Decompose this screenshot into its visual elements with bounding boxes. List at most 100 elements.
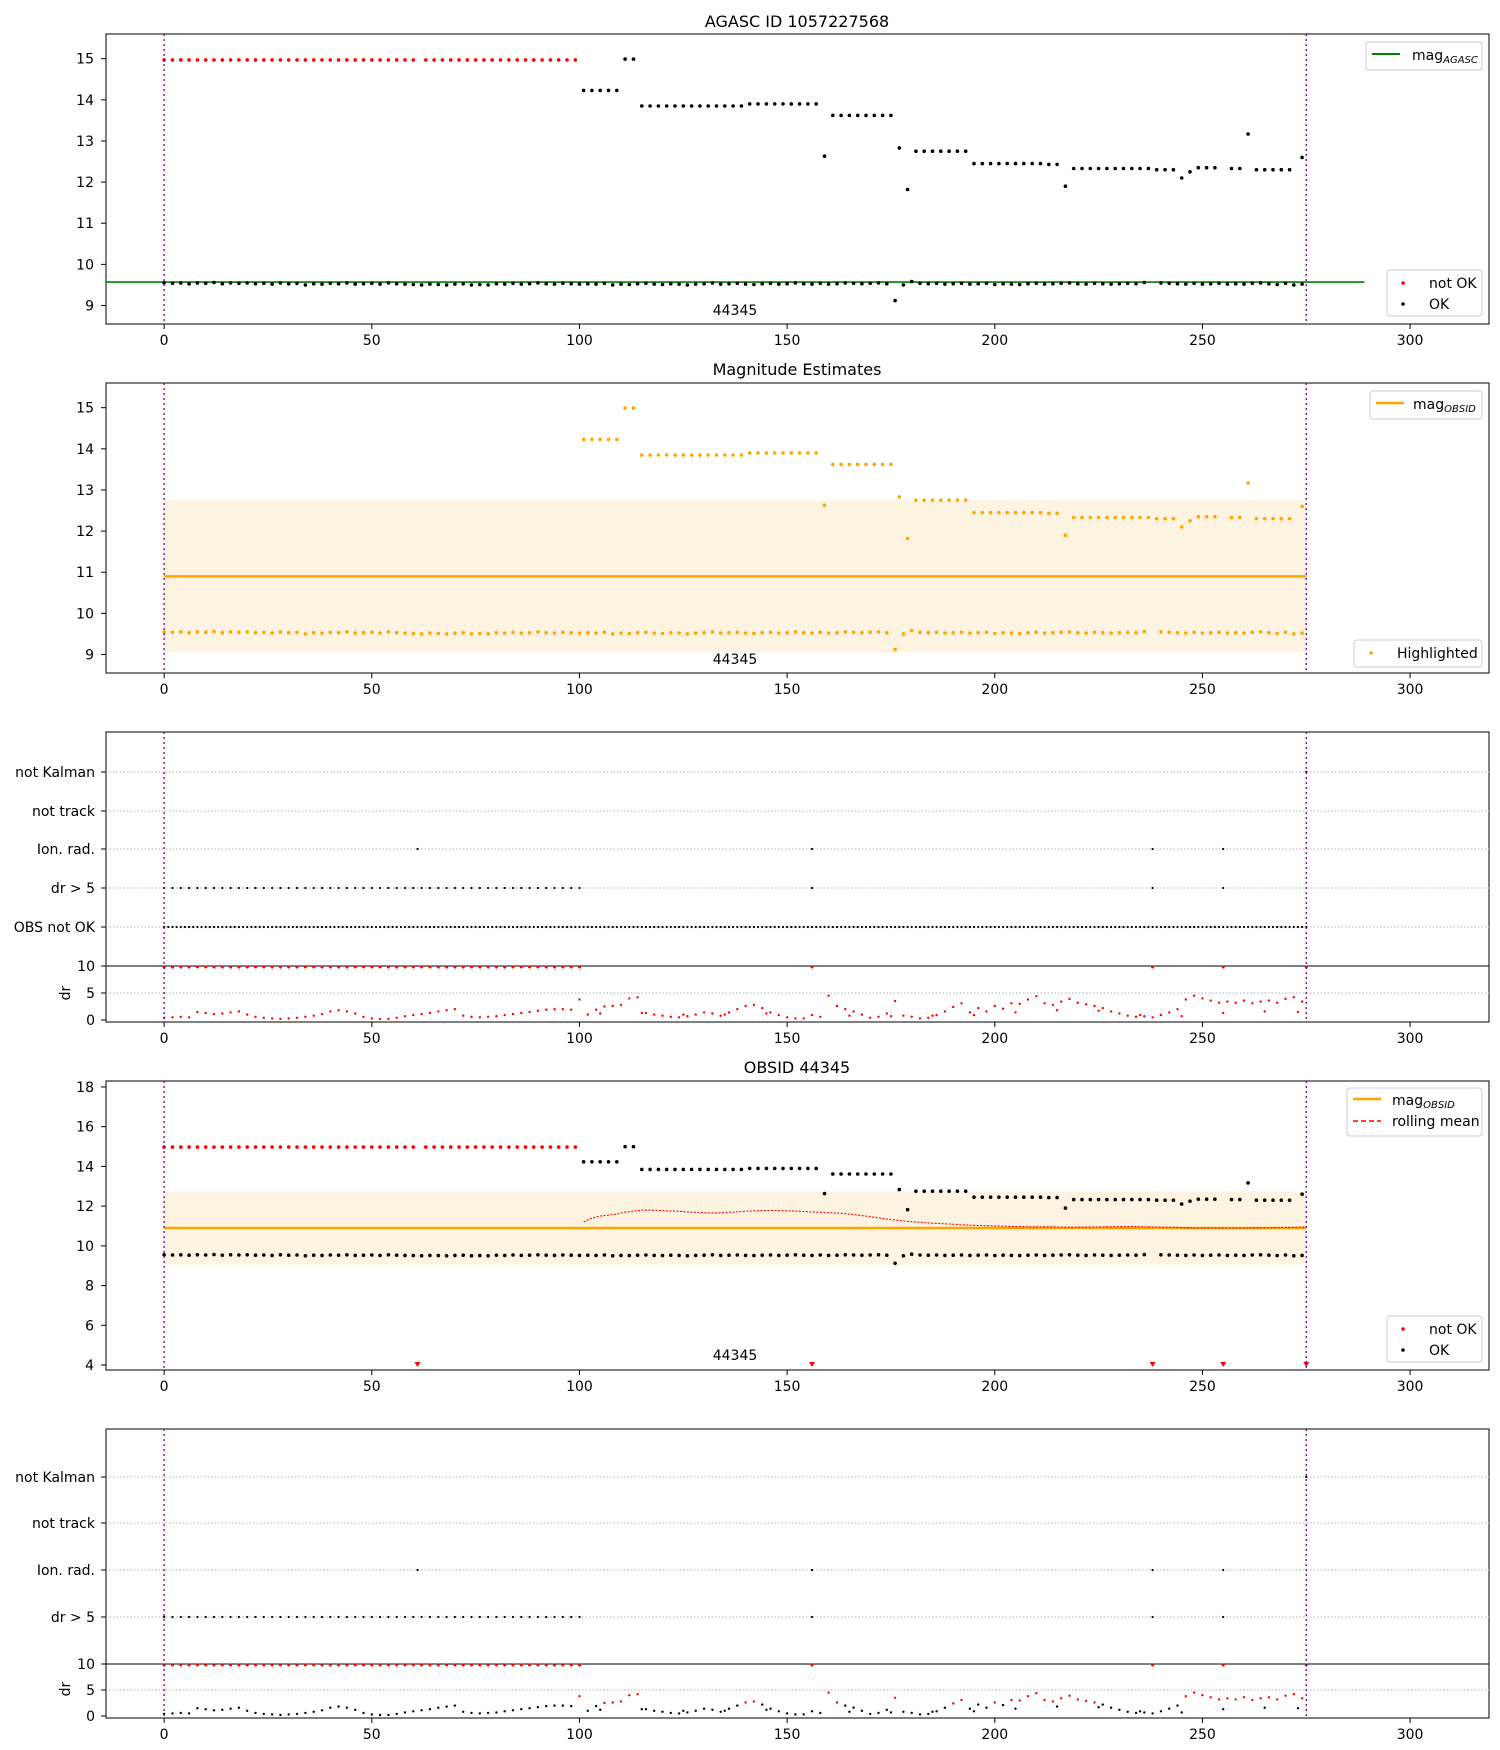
panel-4-point-ok — [1204, 1197, 1209, 1201]
panel-2-point-highlighted — [1092, 630, 1097, 635]
panel-1-point-ok — [228, 281, 233, 285]
panel-3-flag-point — [204, 925, 207, 929]
panel-5-flag-point — [229, 1615, 232, 1619]
panel-1-point-ok — [760, 281, 764, 286]
panel-5-dr-point — [761, 1703, 764, 1706]
panel-5-dr-point — [478, 1712, 481, 1715]
panel-4-point-ok — [1233, 1253, 1238, 1257]
panel-5-dr-point — [486, 1711, 490, 1715]
panel-4-point-not-ok — [498, 1145, 503, 1149]
panel-4-point-ok — [1300, 1192, 1304, 1196]
panel-3-flag-point — [437, 925, 440, 929]
panel-3-flag-point — [723, 925, 726, 929]
panel-5-flag-label-0: not Kalman — [15, 1470, 95, 1486]
panel-3-flag-point — [1047, 925, 1050, 929]
panel-2-point-highlighted — [569, 630, 573, 635]
panel-3-flag-point — [196, 886, 199, 890]
panel-4-point-ok — [1283, 1253, 1288, 1257]
panel-3-dr-threshold-point — [204, 965, 208, 969]
panel-3-dr-point — [428, 1011, 432, 1015]
panel-1-ytick-label-11: 11 — [76, 216, 94, 232]
panel-3-flag-point — [840, 925, 843, 929]
panel-4-point-ok — [1208, 1253, 1213, 1257]
panel-3-dr-point — [943, 1010, 947, 1013]
panel-3-flag-point — [511, 886, 515, 890]
panel-5-flag-point — [462, 1615, 465, 1619]
panel-3-dr-point — [412, 1013, 415, 1017]
panel-3-flag-point — [171, 886, 174, 890]
panel-3-flag-point — [246, 886, 249, 890]
panel-5-dr-point — [262, 1712, 265, 1716]
panel-1-point-ok — [1192, 281, 1196, 286]
panel-2-point-highlighted — [947, 498, 951, 503]
panel-1-point-ok — [914, 149, 918, 153]
panel-3-flag-point — [541, 925, 544, 929]
panel-2-point-highlighted — [914, 498, 918, 503]
panel-5-xtick-label-50: 50 — [363, 1727, 381, 1743]
panel-5-dr-point — [179, 1711, 182, 1715]
panel-4-point-not-ok — [170, 1145, 175, 1149]
panel-3-flag-point — [607, 925, 610, 929]
panel-3-flag-point — [810, 925, 814, 929]
panel-1-point-ok — [494, 281, 499, 286]
panel-3-dr-point — [769, 1011, 772, 1014]
panel-4-point-ok — [1175, 1253, 1180, 1257]
panel-3-flag-point — [1222, 847, 1225, 851]
panel-4-point-ok — [648, 1167, 652, 1172]
panel-4-point-ok — [1300, 1253, 1304, 1258]
panel-1-ytick-label-14: 14 — [76, 93, 94, 109]
panel-3-dr-point — [221, 1012, 224, 1015]
panel-2-point-highlighted — [1229, 515, 1234, 520]
panel-3-flag-point — [528, 925, 531, 929]
panel-1-point-ok — [885, 281, 889, 286]
panel-1-point-not-ok — [295, 58, 299, 62]
panel-4-point-ok — [1267, 1253, 1271, 1257]
panel-4-point-ok — [1159, 1253, 1163, 1257]
panel-3-flag-point — [989, 925, 992, 929]
panel-4-point-ok — [673, 1167, 677, 1172]
panel-4-point-ok — [664, 1167, 669, 1172]
panel-4-point-ok — [502, 1253, 507, 1258]
panel-1-point-ok — [955, 149, 960, 153]
panel-5-dr-point — [877, 1711, 880, 1715]
panel-5-dr-point — [1217, 1698, 1221, 1701]
panel-5-dr-point — [196, 1707, 199, 1710]
panel-4-point-ok — [1292, 1254, 1296, 1258]
panel-5-dr-threshold-point — [220, 1663, 224, 1667]
panel-3-flag-point — [171, 925, 174, 929]
panel-2-point-highlighted — [527, 630, 532, 635]
panel-5-dr-threshold-point — [320, 1663, 324, 1667]
panel-5-dr-point — [1209, 1696, 1212, 1699]
panel-1-point-ok — [586, 281, 590, 286]
panel-1-point-ok — [1238, 166, 1242, 171]
panel-1-point-not-ok — [303, 58, 308, 62]
panel-3-flag-point — [902, 925, 905, 929]
panel-2-point-highlighted — [320, 631, 324, 635]
panel-3-xtick-label-250: 250 — [1189, 1031, 1216, 1047]
panel-5-dr-point — [1138, 1710, 1142, 1713]
panel-4-point-ok — [1250, 1253, 1255, 1257]
panel-3-dr-point — [910, 1015, 913, 1018]
panel-2-point-highlighted — [847, 462, 852, 467]
panel-4-point-ok — [403, 1253, 407, 1258]
panel-5-dr-threshold-point — [370, 1663, 374, 1667]
panel-5-flag-point — [362, 1615, 365, 1619]
panel-5-flag-point — [237, 1615, 240, 1619]
panel-4-xtick-label-150: 150 — [774, 1379, 801, 1395]
panel-3-dr-threshold-point — [561, 965, 565, 969]
panel-4-point-ok — [1017, 1253, 1022, 1258]
panel-5-dr-point — [395, 1712, 398, 1716]
panel-5-dr-point — [960, 1698, 963, 1702]
panel-2-point-highlighted — [1142, 629, 1147, 634]
panel-4-point-ok — [345, 1253, 349, 1257]
panel-2-point-highlighted — [918, 630, 922, 635]
panel-3-dr-point — [960, 1002, 963, 1005]
panel-4-point-not-ok — [237, 1145, 241, 1149]
panel-3-flag-point — [212, 925, 216, 929]
panel-3-dr-threshold-point — [187, 965, 191, 969]
panel-1-point-not-ok — [170, 58, 175, 62]
panel-5-dr-point — [1134, 1711, 1138, 1715]
panel-5-dr-threshold-point — [378, 1663, 382, 1667]
